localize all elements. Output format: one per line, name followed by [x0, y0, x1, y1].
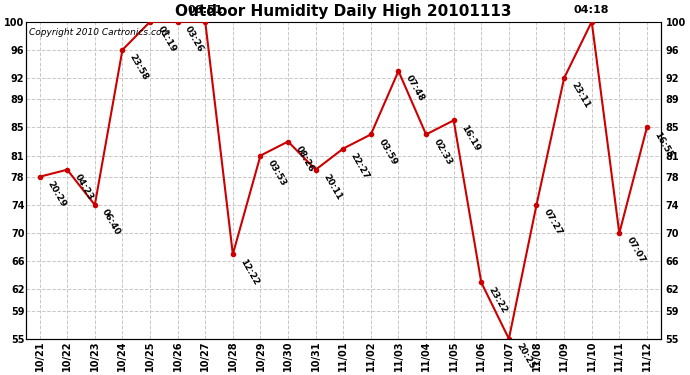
Text: 04:23: 04:23 — [72, 172, 95, 202]
Text: 01:19: 01:19 — [155, 24, 178, 54]
Text: 03:26: 03:26 — [183, 24, 205, 54]
Text: Copyright 2010 Cartronics.com: Copyright 2010 Cartronics.com — [29, 28, 170, 37]
Text: 07:27: 07:27 — [542, 208, 564, 237]
Text: 20:11: 20:11 — [322, 172, 343, 202]
Text: 23:58: 23:58 — [128, 53, 150, 82]
Text: 16:19: 16:19 — [460, 123, 482, 153]
Text: 22:27: 22:27 — [349, 152, 371, 181]
Text: 04:18: 04:18 — [574, 5, 609, 15]
Text: 23:22: 23:22 — [487, 285, 509, 315]
Text: 07:07: 07:07 — [625, 236, 647, 265]
Text: 03:59: 03:59 — [377, 137, 399, 166]
Text: 20:29: 20:29 — [45, 180, 67, 209]
Text: 07:48: 07:48 — [404, 74, 426, 103]
Text: 02:33: 02:33 — [432, 137, 454, 166]
Text: 12:22: 12:22 — [239, 257, 261, 286]
Text: 20:25: 20:25 — [515, 342, 537, 371]
Text: 08:26: 08:26 — [294, 144, 315, 174]
Text: 16:55: 16:55 — [653, 130, 675, 159]
Text: 06:40: 06:40 — [100, 208, 122, 237]
Title: Outdoor Humidity Daily High 20101113: Outdoor Humidity Daily High 20101113 — [175, 4, 511, 19]
Text: 03:53: 03:53 — [266, 158, 288, 188]
Text: 23:11: 23:11 — [570, 81, 592, 110]
Text: 06:51: 06:51 — [188, 5, 223, 15]
